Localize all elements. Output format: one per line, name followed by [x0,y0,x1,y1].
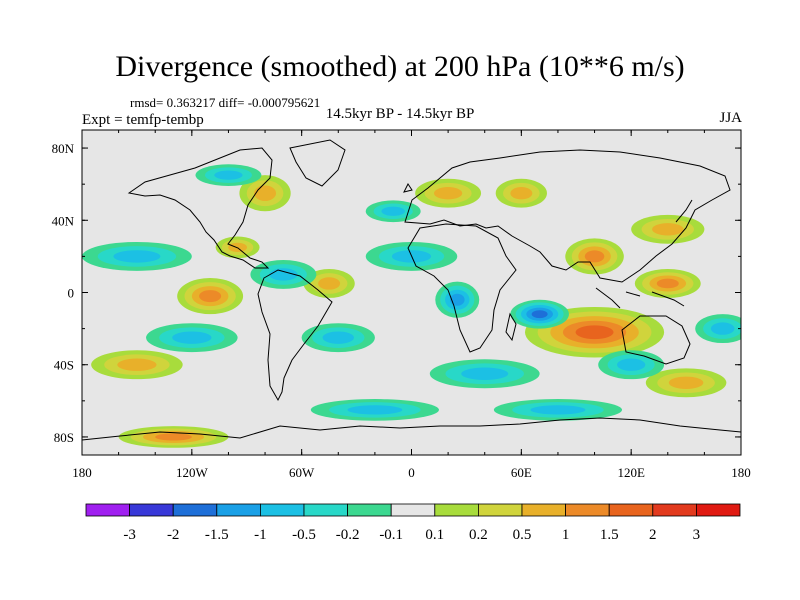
colorbar-label: 2 [649,527,657,543]
divergence-field [82,164,741,448]
colorbar-label: -1 [254,527,267,543]
field-contour-11-3 [155,433,192,441]
field-contour-16-2 [113,250,161,263]
x-tick-label: 0 [408,465,415,480]
colorbar-label: 0.1 [425,527,444,543]
x-tick-label: 60W [289,465,315,480]
y-tick-label: 0 [68,286,75,301]
chart-title: Divergence (smoothed) at 200 hPa (10**6 … [115,50,685,83]
colorbar-box [129,503,174,517]
field-contour-23-2 [214,170,243,180]
coastline-eurasia [404,149,731,283]
colorbar-box [696,503,741,517]
coastline-greenland [289,139,346,187]
x-tick-label: 120W [176,465,209,480]
field-contour-20-2 [461,367,509,380]
colorbar-label: 0.2 [469,527,488,543]
field-contour-26-2 [617,358,646,371]
colorbar-label: 0.5 [513,527,532,543]
colorbar-box [521,503,566,517]
experiment-label: Expt = temfp-tembp [82,112,204,128]
colorbar-label: 3 [693,527,701,543]
coastline-north-america [127,147,273,269]
colorbar-box [477,503,523,517]
field-contour-15-2 [668,376,704,389]
colorbar-box [390,503,436,517]
colorbar-label: -0.5 [292,527,316,543]
field-contour-17-2 [172,331,212,344]
coastline-indonesia [595,287,685,309]
rmsd-diff-stats: rmsd= 0.363217 diff= -0.000795621 [130,95,321,110]
coastline-africa [407,223,517,353]
colorbar-label: -0.2 [336,527,360,543]
period-label: 14.5kyr BP - 14.5kyr BP [325,106,475,122]
field-contour-9-2 [254,185,277,201]
colorbar-box [608,503,654,517]
coastline-south-america [257,269,333,402]
field-contour-3-3 [449,293,465,306]
colorbar-label: -0.1 [379,527,403,543]
coastline-australia [621,315,691,365]
colorbar: -3 -2 -1.5 -1 -0.5 -0.2 -0.1 0.1 0.2 0.5 1 1.5 2 3 [85,503,741,543]
coastline-antarctica [82,417,741,441]
field-contour-5-3 [656,278,679,289]
axis-ticks: 180 120W 60W 0 60E 120E 180 80N 40N 0 40S 80S [52,130,751,480]
coastlines [82,139,741,441]
colorbar-box [259,503,305,517]
field-contour-4-3 [584,250,605,263]
field-contour-14-2 [117,358,157,371]
field-contour-1-4 [575,325,614,340]
colorbar-box [434,503,479,517]
x-tick-label: 180 [731,465,751,480]
season-label: JJA [719,110,742,126]
field-contour-8-2 [318,277,341,290]
field-contour-6-2 [652,223,684,236]
y-tick-label: 80N [52,141,75,156]
colorbar-label: 1.5 [600,527,619,543]
colorbar-box [347,503,392,517]
colorbar-label: 1 [562,527,570,543]
colorbar-box [303,503,348,517]
coastline-british-isles [403,183,413,193]
field-contour-2-4 [531,310,548,319]
field-contour-7-3 [199,290,222,303]
colorbar-box [216,503,261,517]
field-contour-27-2 [381,206,405,216]
colorbar-label: -2 [167,527,180,543]
y-tick-label: 80S [54,430,74,445]
field-contour-22-2 [530,405,586,415]
y-tick-label: 40N [52,213,75,228]
x-tick-label: 120E [617,465,645,480]
field-contour-13-2 [510,187,533,200]
colorbar-box [172,503,218,517]
field-contour-21-2 [347,405,403,415]
field-contour-25-2 [710,322,735,335]
colorbar-box [85,503,130,517]
x-tick-label: 60E [511,465,532,480]
field-contour-24-2 [322,331,354,344]
coastline-madagascar [505,312,517,342]
field-contour-10-2 [433,187,463,200]
colorbar-box [652,503,697,517]
colorbar-box [565,503,610,517]
x-tick-label: 180 [72,465,92,480]
colorbar-label: -3 [123,527,136,543]
colorbar-label: -1.5 [205,527,229,543]
y-tick-label: 40S [54,358,74,373]
coastline-japan [675,199,693,223]
